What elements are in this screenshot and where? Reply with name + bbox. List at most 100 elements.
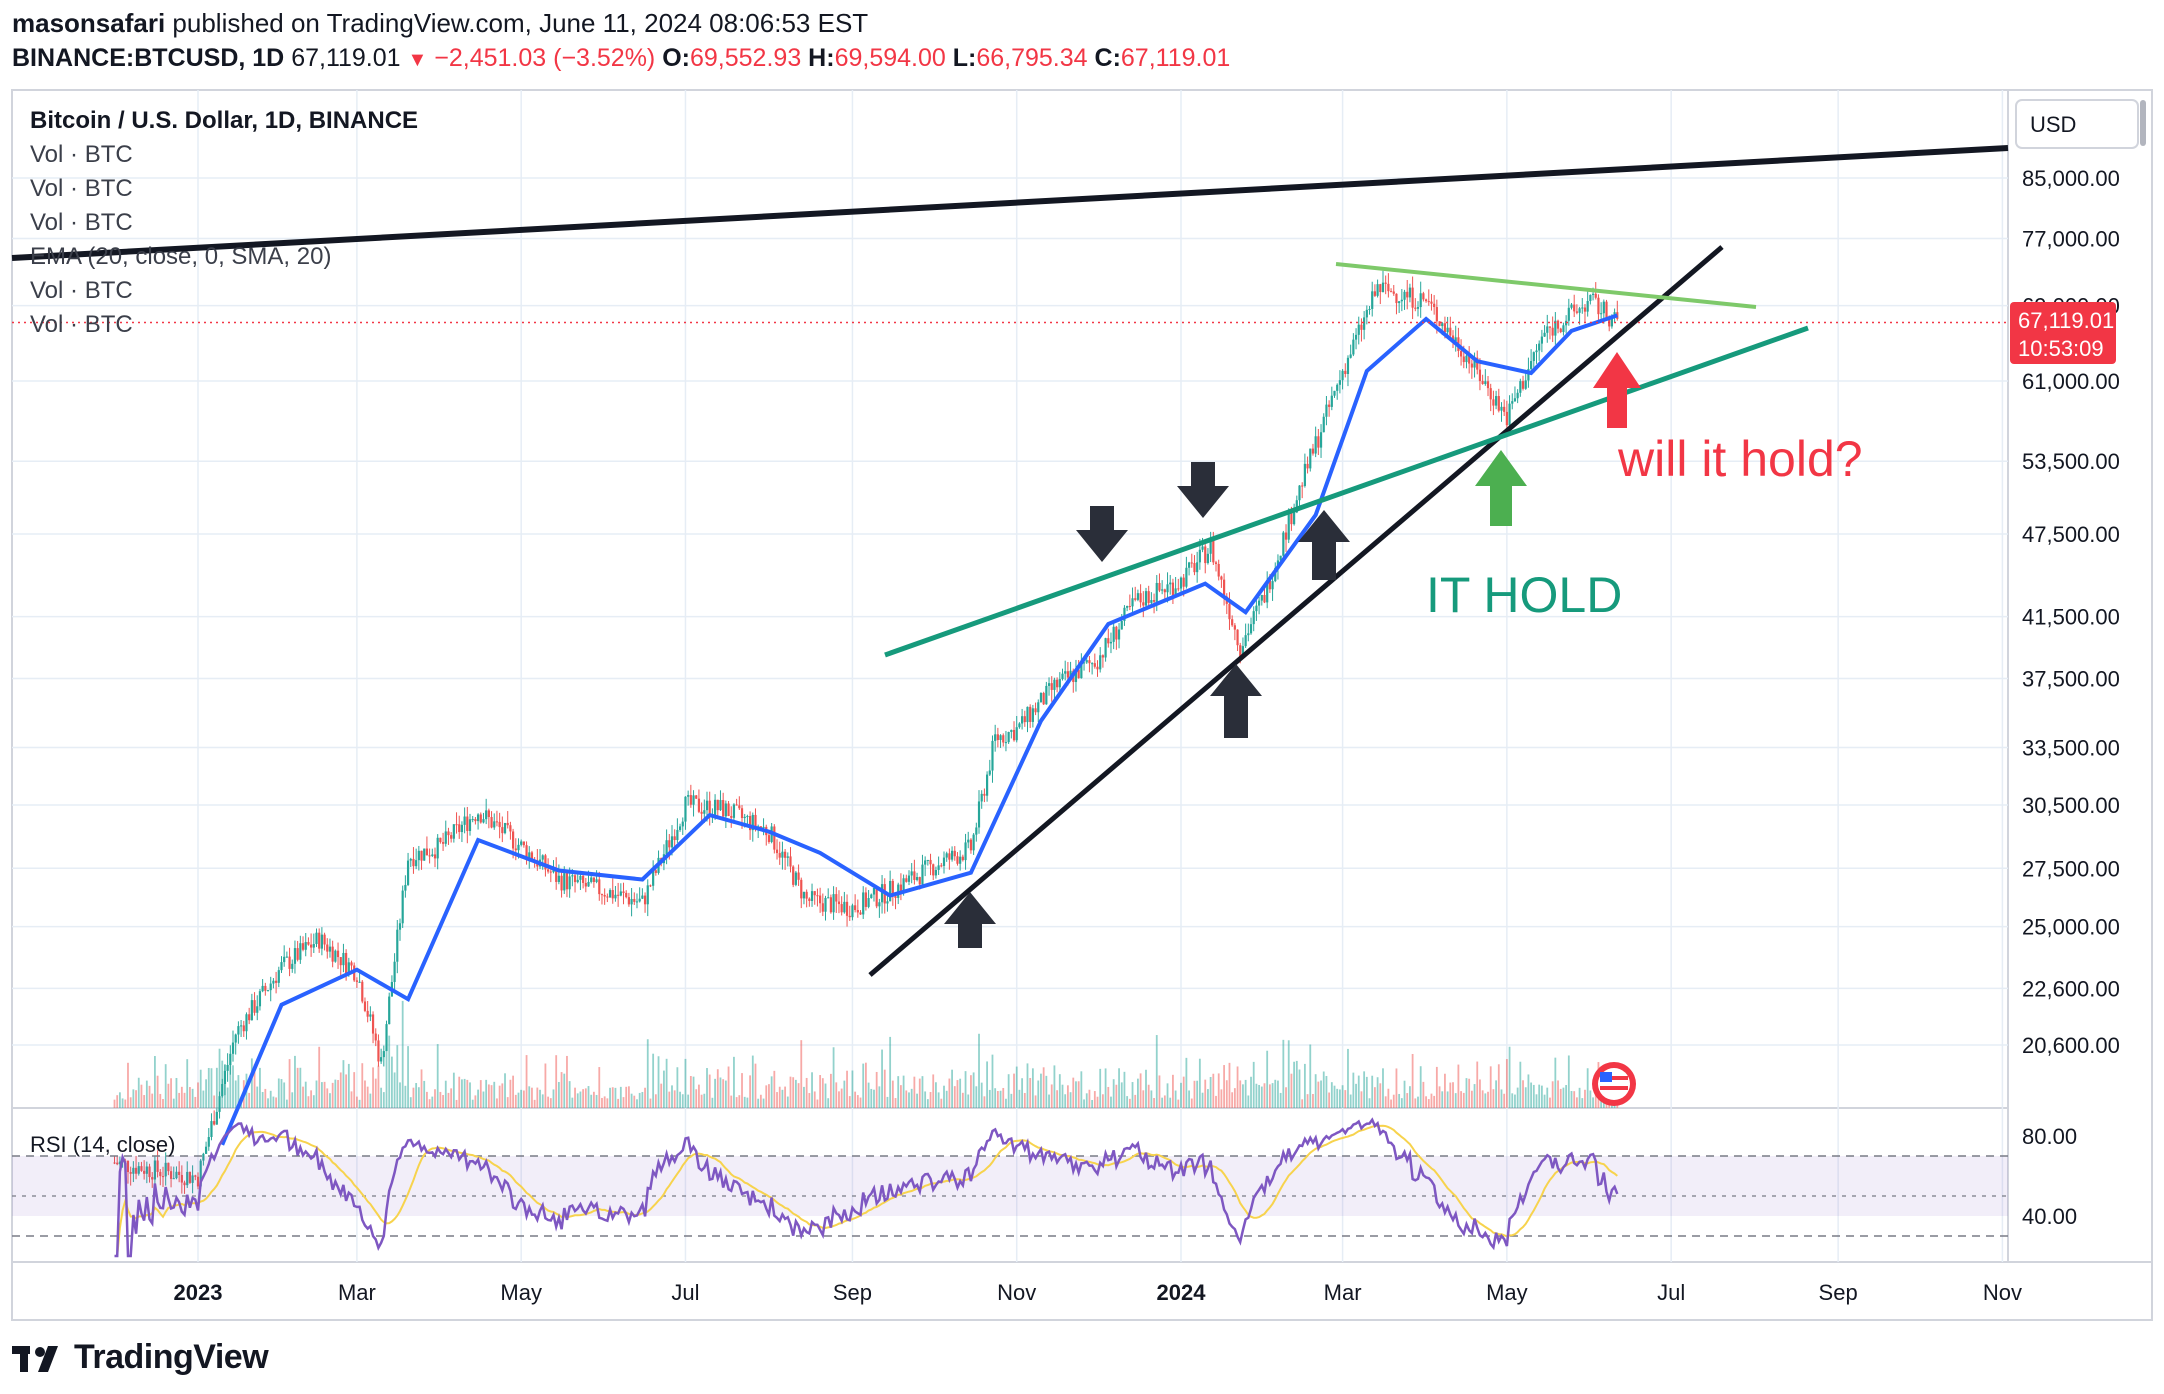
currency-button[interactable]: USD [2015, 99, 2139, 149]
volume-bar [918, 1078, 921, 1108]
volume-bar [1072, 1077, 1075, 1108]
volume-bar [1355, 1083, 1357, 1108]
volume-bar [859, 1097, 862, 1108]
candle-body [1551, 327, 1554, 336]
candle-body [802, 891, 806, 899]
candle-body [471, 819, 474, 821]
volume-bar [1244, 1079, 1247, 1108]
candle-body [886, 901, 889, 904]
candle-body [1406, 291, 1409, 298]
price-tick-label: 33,500.00 [2022, 736, 2120, 761]
candle-body [202, 1153, 205, 1161]
candle-body [1610, 315, 1614, 327]
candle-body [1298, 485, 1301, 501]
candle-body [1096, 666, 1099, 670]
volume-bar [959, 1078, 962, 1108]
volume-bar [843, 1080, 846, 1108]
time-tick-label: May [1486, 1280, 1528, 1305]
candle-body [1053, 679, 1056, 690]
volume-bar [1524, 1087, 1527, 1108]
volume-bar [996, 1091, 999, 1108]
volume-bar [1190, 1098, 1193, 1108]
candle-body [1301, 485, 1304, 487]
candles [113, 270, 1619, 1194]
volume-bar [1101, 1094, 1104, 1108]
candle-body [708, 800, 711, 817]
candle-body [867, 898, 870, 907]
volume-bar [776, 1092, 778, 1108]
candle-body [196, 1176, 200, 1187]
candle-body [1196, 562, 1199, 573]
candle-body [503, 822, 507, 834]
candle-body [1010, 729, 1013, 733]
price-tick-label: 27,500.00 [2022, 856, 2120, 881]
candle-body [1112, 626, 1115, 642]
candle-body [520, 841, 523, 845]
candle-body [891, 880, 894, 897]
candle-body [1228, 603, 1231, 620]
candle-body [1274, 567, 1277, 582]
volume-bar [1425, 1096, 1427, 1108]
candle-body [412, 858, 415, 867]
volume-bar [765, 1085, 768, 1108]
candle-body [404, 884, 407, 891]
candle-body [625, 892, 628, 898]
rsi-axis: 80.00 40.00 [2022, 1124, 2077, 1229]
candle-body [1012, 729, 1016, 741]
candle-body [210, 1121, 213, 1138]
volume-bar [716, 1069, 719, 1108]
volume-bar [983, 1096, 986, 1108]
volume-bar [1212, 1073, 1215, 1108]
volume-bar [1223, 1065, 1225, 1108]
volume-bar [215, 1067, 218, 1108]
candle-body [870, 894, 873, 899]
candle-body [1255, 605, 1258, 612]
volume-bar [1503, 1093, 1506, 1108]
candle-body [716, 799, 719, 811]
candle-body [315, 932, 318, 945]
volume-bar [1104, 1068, 1107, 1108]
candle-body [1222, 579, 1226, 597]
candle-body [1182, 577, 1185, 587]
volume-bar [935, 1082, 937, 1108]
candle-body [226, 1064, 229, 1071]
candle-body [794, 872, 797, 885]
candle-body [1077, 669, 1080, 679]
candle-body [1061, 673, 1064, 680]
candle-body [576, 879, 579, 883]
candle-body [1414, 307, 1417, 309]
volume-bar [291, 1092, 294, 1108]
candle-body [743, 816, 746, 819]
volume-bar [921, 1076, 924, 1108]
candle-body [1411, 287, 1414, 308]
candle-body [1325, 404, 1328, 417]
us-flag-icon[interactable] [1592, 1062, 1636, 1106]
volume-bar [426, 1091, 428, 1108]
volume-bar [1581, 1098, 1584, 1108]
candle-body [1459, 350, 1463, 357]
scrollbar-handle[interactable] [2140, 100, 2146, 146]
candle-body [1018, 723, 1021, 728]
volume-bar [644, 1087, 646, 1108]
volume-bar [1554, 1057, 1557, 1108]
volume-bar [1037, 1080, 1040, 1108]
tradingview-logo[interactable]: TradingView [12, 1338, 269, 1377]
price-axis[interactable]: 85,000.0077,000.0069,000.0061,000.0053,5… [2022, 166, 2120, 1058]
volume-bar [768, 1084, 770, 1108]
time-tick-label: Sep [833, 1280, 872, 1305]
candle-body [506, 822, 509, 826]
volume-bar [1505, 1059, 1508, 1108]
candle-body [530, 852, 534, 861]
candle-body [1290, 512, 1293, 525]
volume-bar [1476, 1061, 1479, 1108]
volume-bar [1258, 1084, 1261, 1108]
candle-body [1258, 600, 1261, 606]
candle-body [1093, 663, 1096, 667]
volume-bar [630, 1093, 633, 1108]
candle-body [428, 855, 431, 857]
candle-body [1166, 584, 1169, 593]
volume-bar [485, 1079, 488, 1108]
volume-bar [711, 1097, 714, 1108]
time-axis[interactable]: 2023 Mar May Jul Sep Nov 2024 Mar May Jul Sep Nov [174, 1280, 2022, 1305]
